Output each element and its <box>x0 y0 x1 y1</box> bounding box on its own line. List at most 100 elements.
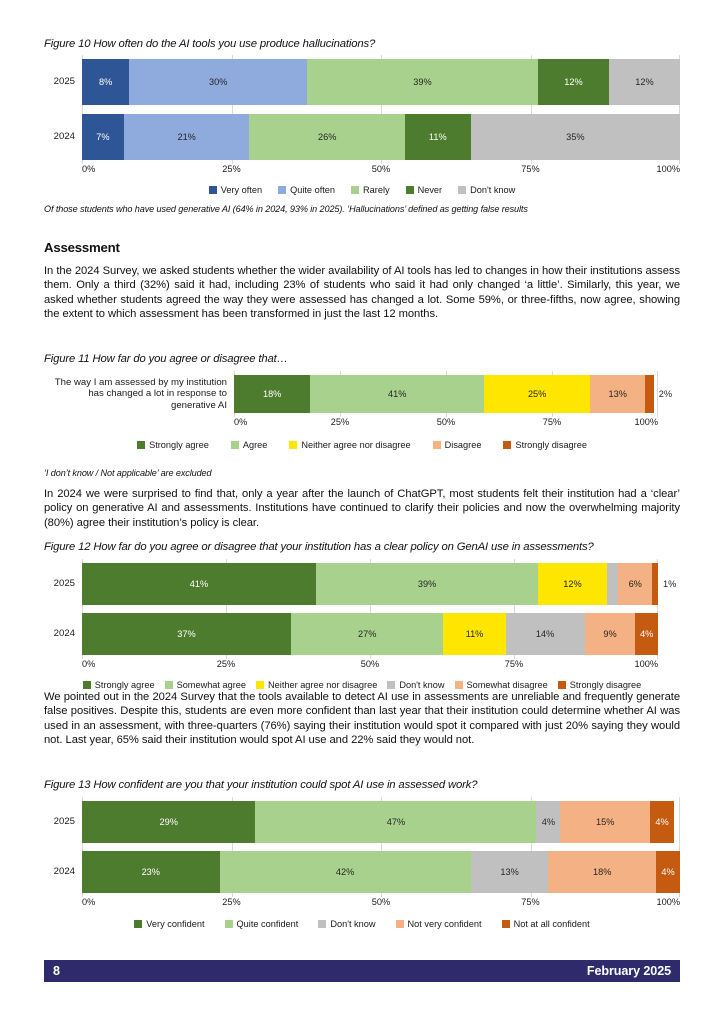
figure-10-block: Figure 10 How often do the AI tools you … <box>44 38 680 214</box>
legend-item[interactable]: Very confident <box>134 919 205 929</box>
bar-segment: 23% <box>82 851 220 893</box>
legend-item[interactable]: Neither agree nor disagree <box>289 440 411 450</box>
stacked-bar: 29% 47% 4% 15% 4% <box>82 801 680 843</box>
bar-segment-label: 23% <box>141 867 160 877</box>
legend-item-label: Not very confident <box>407 919 482 929</box>
x-axis-tick-label: 0% <box>82 659 96 669</box>
bar-segment: 12% <box>537 59 609 105</box>
legend-swatch-icon <box>351 186 360 194</box>
legend-item-label: Strongly agree <box>149 440 209 450</box>
legend-swatch-icon <box>387 681 396 689</box>
bar-segment: 41% <box>82 563 316 605</box>
bar-segment: 35% <box>470 114 680 160</box>
chart-bar-row: 2025 29% 47% 4% 15% 4% <box>44 801 680 843</box>
bar-segment: 13% <box>590 375 646 413</box>
figure-10-note: Of those students who have used generati… <box>44 204 528 214</box>
legend-item[interactable]: Not very confident <box>395 919 482 929</box>
legend-item[interactable]: Agree <box>230 440 268 450</box>
legend-item[interactable]: Don't know <box>458 185 515 195</box>
bar-segment: 26% <box>249 114 405 160</box>
bar-segment: 4% <box>650 801 674 843</box>
bar-segment: 21% <box>123 114 250 160</box>
bar-segment: 18% <box>234 375 311 413</box>
chart-legend: Strongly agree Agree Neither agree nor dis… <box>44 440 680 450</box>
figure-13-block: Figure 13 How confident are you that you… <box>44 779 680 929</box>
bar-row-label: 2024 <box>53 628 75 640</box>
x-axis-tick-label: 50% <box>371 897 391 907</box>
bar-segment-label: 29% <box>159 817 178 827</box>
legend-swatch-icon <box>278 186 287 194</box>
bar-segment-label: 25% <box>527 389 547 399</box>
legend-item[interactable]: Rarely <box>351 185 390 195</box>
legend-item[interactable]: Neither agree nor disagree <box>256 680 377 690</box>
bar-track: 7% 21% 26% 11% 35% <box>82 114 680 160</box>
legend-item-label: Strongly disagree <box>569 680 642 690</box>
bar-segment-label: 9% <box>603 629 617 639</box>
bar-segment: 39% <box>315 563 539 605</box>
bar-segment-label: 12% <box>564 77 583 87</box>
bar-segment-label: 42% <box>335 867 355 877</box>
figure-13-chart: 2025 29% 47% 4% 15% 4% 2024 23% 42% 13% 18% 4% 0% 25%… <box>44 797 680 929</box>
legend-item-label: Don't know <box>330 919 376 929</box>
bar-segment: 1% <box>652 563 676 605</box>
bar-segment: 2% <box>606 563 636 605</box>
bar-segment: 4% <box>656 851 680 893</box>
bar-segment-label: 21% <box>177 132 196 142</box>
bar-segment: 29% <box>82 801 256 843</box>
legend-item[interactable]: Quite often <box>278 185 335 195</box>
legend-item[interactable]: Strongly disagree <box>503 440 587 450</box>
legend-swatch-icon <box>503 441 512 449</box>
legend-swatch-icon <box>82 681 91 689</box>
bar-segment: 27% <box>290 613 444 655</box>
legend-item[interactable]: Never <box>405 185 443 195</box>
bar-segment-label: 39% <box>417 579 437 589</box>
bar-segment: 6% <box>618 563 653 605</box>
legend-swatch-icon <box>208 186 217 194</box>
page-date: February 2025 <box>586 964 671 978</box>
chart-x-axis: 0% 25% 50% 75% 100% <box>82 896 680 909</box>
assessment-section: Assessment In the 2024 Survey, we asked … <box>44 240 680 322</box>
x-axis-tick-label: 100% <box>656 897 681 907</box>
legend-swatch-icon <box>164 681 173 689</box>
bar-track: 18% 41% 25% 13% 2% <box>234 375 680 413</box>
legend-item[interactable]: Somewhat disagree <box>454 680 548 690</box>
legend-item[interactable]: Strongly agree <box>137 440 209 450</box>
bar-segment-label: 35% <box>566 132 585 142</box>
bar-segment: 9% <box>584 613 636 655</box>
legend-item[interactable]: Somewhat agree <box>164 680 247 690</box>
legend-item[interactable]: Disagree <box>432 440 481 450</box>
bar-segment-label: 6% <box>628 579 642 589</box>
legend-item[interactable]: Don't know <box>387 680 445 690</box>
bar-segment: 2% <box>645 375 672 413</box>
legend-item[interactable]: Not at all confident <box>501 919 590 929</box>
policy-paragraph: In 2024 we were surprised to find that, … <box>44 488 680 529</box>
legend-item-label: Agree <box>242 440 268 450</box>
legend-item[interactable]: Strongly disagree <box>557 680 642 690</box>
chart-bar-row: 2024 37% 27% 11% 14% 9% 4% <box>44 613 680 655</box>
x-axis-tick-label: 75% <box>521 897 540 907</box>
chart-bar-row: 2024 7% 21% 26% 11% 35% <box>44 114 680 160</box>
legend-item-label: Very often <box>220 185 263 195</box>
legend-item-label: Don't know <box>399 680 445 690</box>
bar-segment-label: 18% <box>593 867 612 877</box>
legend-item-label: Neither agree nor disagree <box>268 680 378 690</box>
bar-segment-label: 13% <box>500 867 519 877</box>
legend-item[interactable]: Very often <box>208 185 263 195</box>
chart-bar-row: 2024 23% 42% 13% 18% 4% <box>44 851 680 893</box>
bar-row-label: The way I am assessed by my institution … <box>54 376 227 411</box>
bar-segment: 4% <box>635 613 658 655</box>
legend-item-label: Somewhat agree <box>176 680 247 690</box>
x-axis-tick-label: 50% <box>360 659 380 669</box>
bar-segment: 15% <box>560 801 651 843</box>
legend-item-label: Never <box>417 185 443 195</box>
chart-bar-row: 2025 41% 39% 12% 2%6% 1% <box>44 563 680 605</box>
assessment-paragraph: In the 2024 Survey, we asked students wh… <box>44 265 680 321</box>
page-number: 8 <box>53 964 60 978</box>
legend-item[interactable]: Quite confident <box>224 919 298 929</box>
legend-item[interactable]: Strongly agree <box>82 680 155 690</box>
legend-item[interactable]: Don't know <box>318 919 376 929</box>
figure-10-title: Figure 10 How often do the AI tools you … <box>44 38 376 50</box>
x-axis-tick-label: 100% <box>634 659 659 669</box>
bar-row-label: 2025 <box>53 578 75 590</box>
legend-swatch-icon <box>458 186 467 194</box>
